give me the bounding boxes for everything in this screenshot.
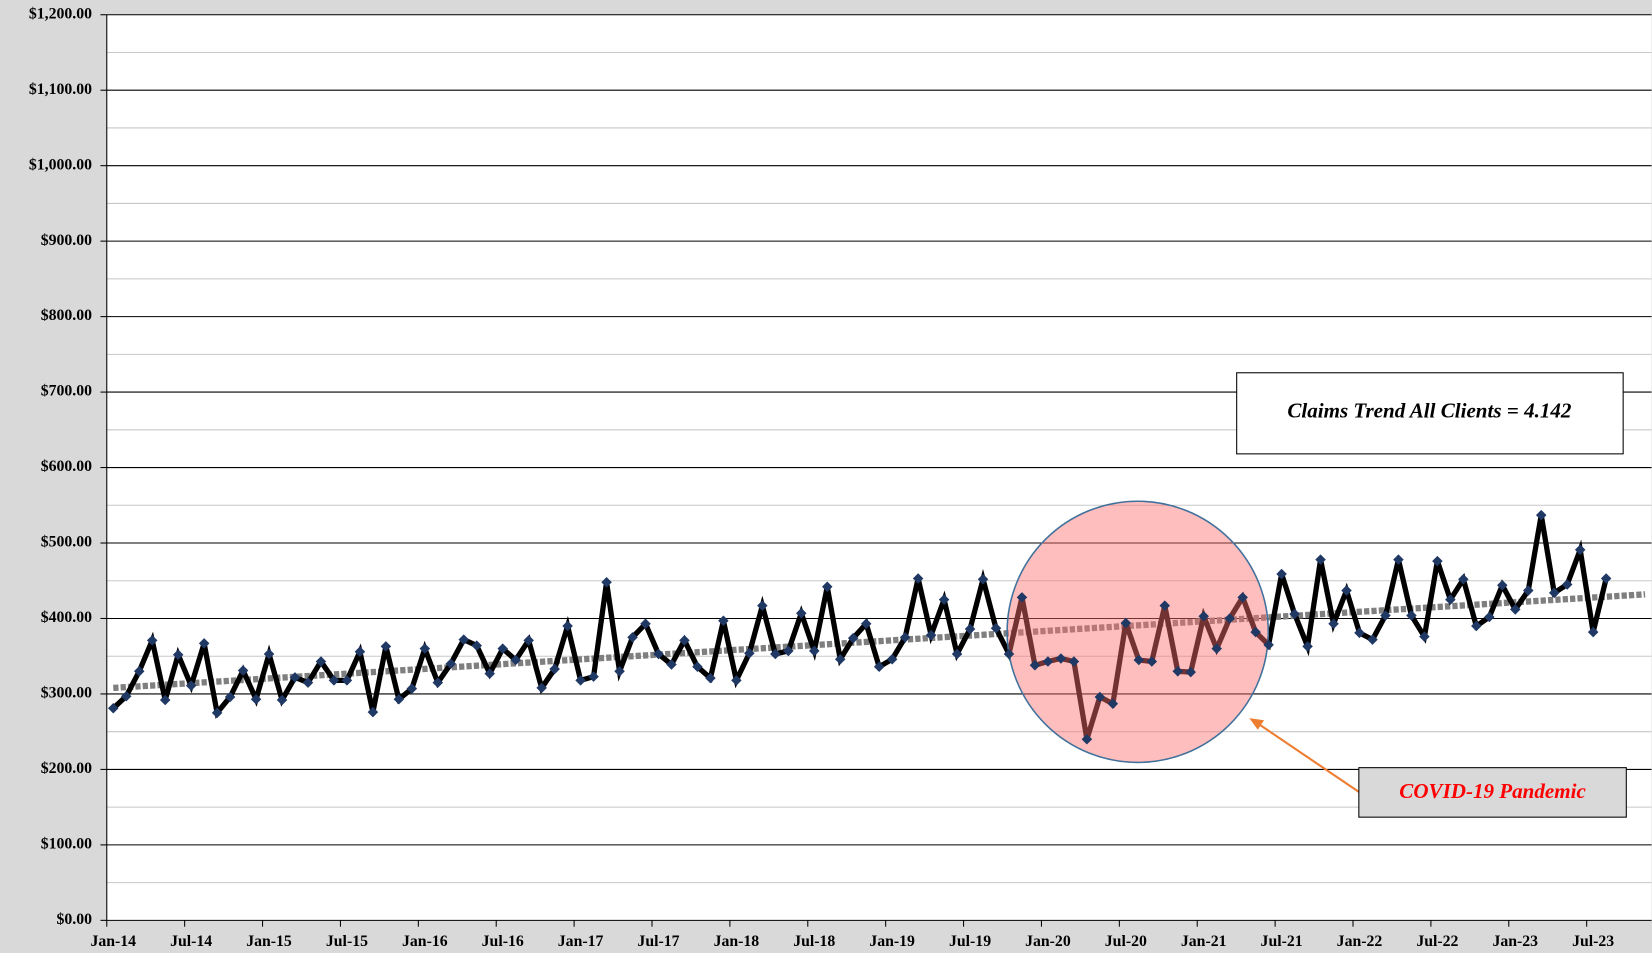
series-line: [111, 514, 1609, 741]
marker: [614, 666, 625, 677]
x-tick-label: Jan-22: [1337, 933, 1383, 950]
annotation-box: [1236, 372, 1624, 455]
marker: [1016, 592, 1028, 603]
marker: [705, 672, 716, 684]
marker: [562, 620, 573, 632]
marker: [1393, 554, 1404, 565]
x-tick-label: Jul-17: [637, 933, 679, 950]
marker: [783, 645, 794, 657]
grid: [106, 14, 1652, 884]
x-tick-label: Jan-18: [714, 933, 760, 950]
y-tick-label: $1,000.00: [29, 156, 92, 173]
x-tick-label: Jan-20: [1025, 933, 1071, 950]
annotation-box: [1358, 767, 1627, 818]
trend-line: [113, 591, 1646, 692]
lines: [111, 514, 1609, 741]
marker: [432, 677, 444, 688]
marker: [458, 634, 470, 645]
y-tick-label: $100.00: [41, 836, 92, 853]
marker: [211, 707, 223, 719]
x-tick-label: Jan-21: [1181, 933, 1227, 950]
marker: [250, 693, 262, 705]
y-tick-label: $0.00: [57, 911, 93, 928]
y-tick-label: $1,200.00: [29, 5, 92, 22]
x-tick-label: Jul-19: [949, 933, 991, 950]
marker: [1328, 618, 1339, 630]
x-tick-label: Jan-17: [558, 933, 604, 950]
marker: [1146, 656, 1158, 667]
marker: [315, 656, 327, 667]
marker: [146, 635, 158, 646]
marker: [224, 691, 236, 703]
y-tick-label: $500.00: [41, 534, 92, 551]
marker: [1315, 554, 1326, 565]
x-tick-label: Jul-21: [1261, 933, 1303, 950]
marker: [328, 675, 340, 686]
marker: [847, 632, 859, 644]
marker: [1367, 634, 1378, 645]
y-tick-label: $700.00: [41, 383, 92, 400]
marker: [575, 675, 586, 686]
marker: [1276, 568, 1287, 580]
arrow-head: [1249, 718, 1265, 730]
marker: [1068, 656, 1080, 667]
x-tick-label: Jan-19: [869, 933, 915, 950]
x-tick-label: Jul-15: [326, 933, 368, 950]
x-tick-label: Jan-14: [90, 933, 136, 950]
x-tick-label: Jul-16: [482, 933, 524, 950]
marker: [1561, 579, 1573, 590]
marker: [679, 635, 690, 646]
x-tick-label: Jul-14: [170, 933, 212, 950]
trend: [113, 591, 1646, 692]
marker: [185, 680, 197, 691]
arrow: [1257, 722, 1360, 793]
x-tick-label: Jul-23: [1572, 933, 1614, 950]
marker: [536, 682, 547, 694]
marker: [523, 635, 534, 646]
x-tick-label: Jul-20: [1105, 933, 1147, 950]
marker: [120, 690, 132, 702]
marker: [133, 666, 145, 677]
marker: [1354, 627, 1365, 639]
marker: [289, 672, 301, 683]
marker: [172, 649, 184, 660]
x-tick-label: Jan-16: [402, 933, 448, 950]
x-tick-label: Jul-22: [1416, 933, 1458, 950]
y-tick-label: $1,100.00: [29, 81, 92, 98]
marker: [1445, 594, 1456, 605]
y-tick-label: $800.00: [41, 307, 92, 324]
y-tick-label: $600.00: [41, 458, 92, 475]
covid-highlight: [1006, 500, 1270, 764]
marker: [951, 648, 963, 660]
marker: [1522, 585, 1534, 596]
marker: [886, 653, 898, 665]
y-tick-label: $200.00: [41, 760, 92, 777]
labels: $0.00 $100.00 $200.00 $300.00 $400.00 $500.00…: [29, 5, 1614, 950]
marker: [237, 665, 249, 676]
annotation: Claims Trend All Clients = 4.142: [1287, 399, 1572, 423]
annotation: COVID-19 Pandemic: [1399, 779, 1586, 803]
y-tick-label: $300.00: [41, 685, 92, 702]
marker: [1198, 610, 1209, 622]
y-tick-label: $400.00: [41, 609, 92, 626]
marker: [1548, 587, 1560, 599]
marker: [1042, 656, 1054, 667]
marker: [1237, 592, 1248, 603]
y-tick-label: $900.00: [41, 232, 92, 249]
marker: [302, 677, 314, 688]
x-tick-label: Jul-18: [793, 933, 835, 950]
marker: [899, 632, 911, 643]
x-tick-label: Jan-23: [1492, 933, 1538, 950]
marker: [263, 648, 275, 660]
marker: [341, 675, 353, 686]
marker: [445, 658, 457, 670]
marker: [731, 675, 742, 686]
marker: [393, 693, 405, 705]
x-tick-label: Jan-15: [246, 933, 292, 950]
marker: [1107, 698, 1119, 710]
marker: [1535, 509, 1547, 521]
